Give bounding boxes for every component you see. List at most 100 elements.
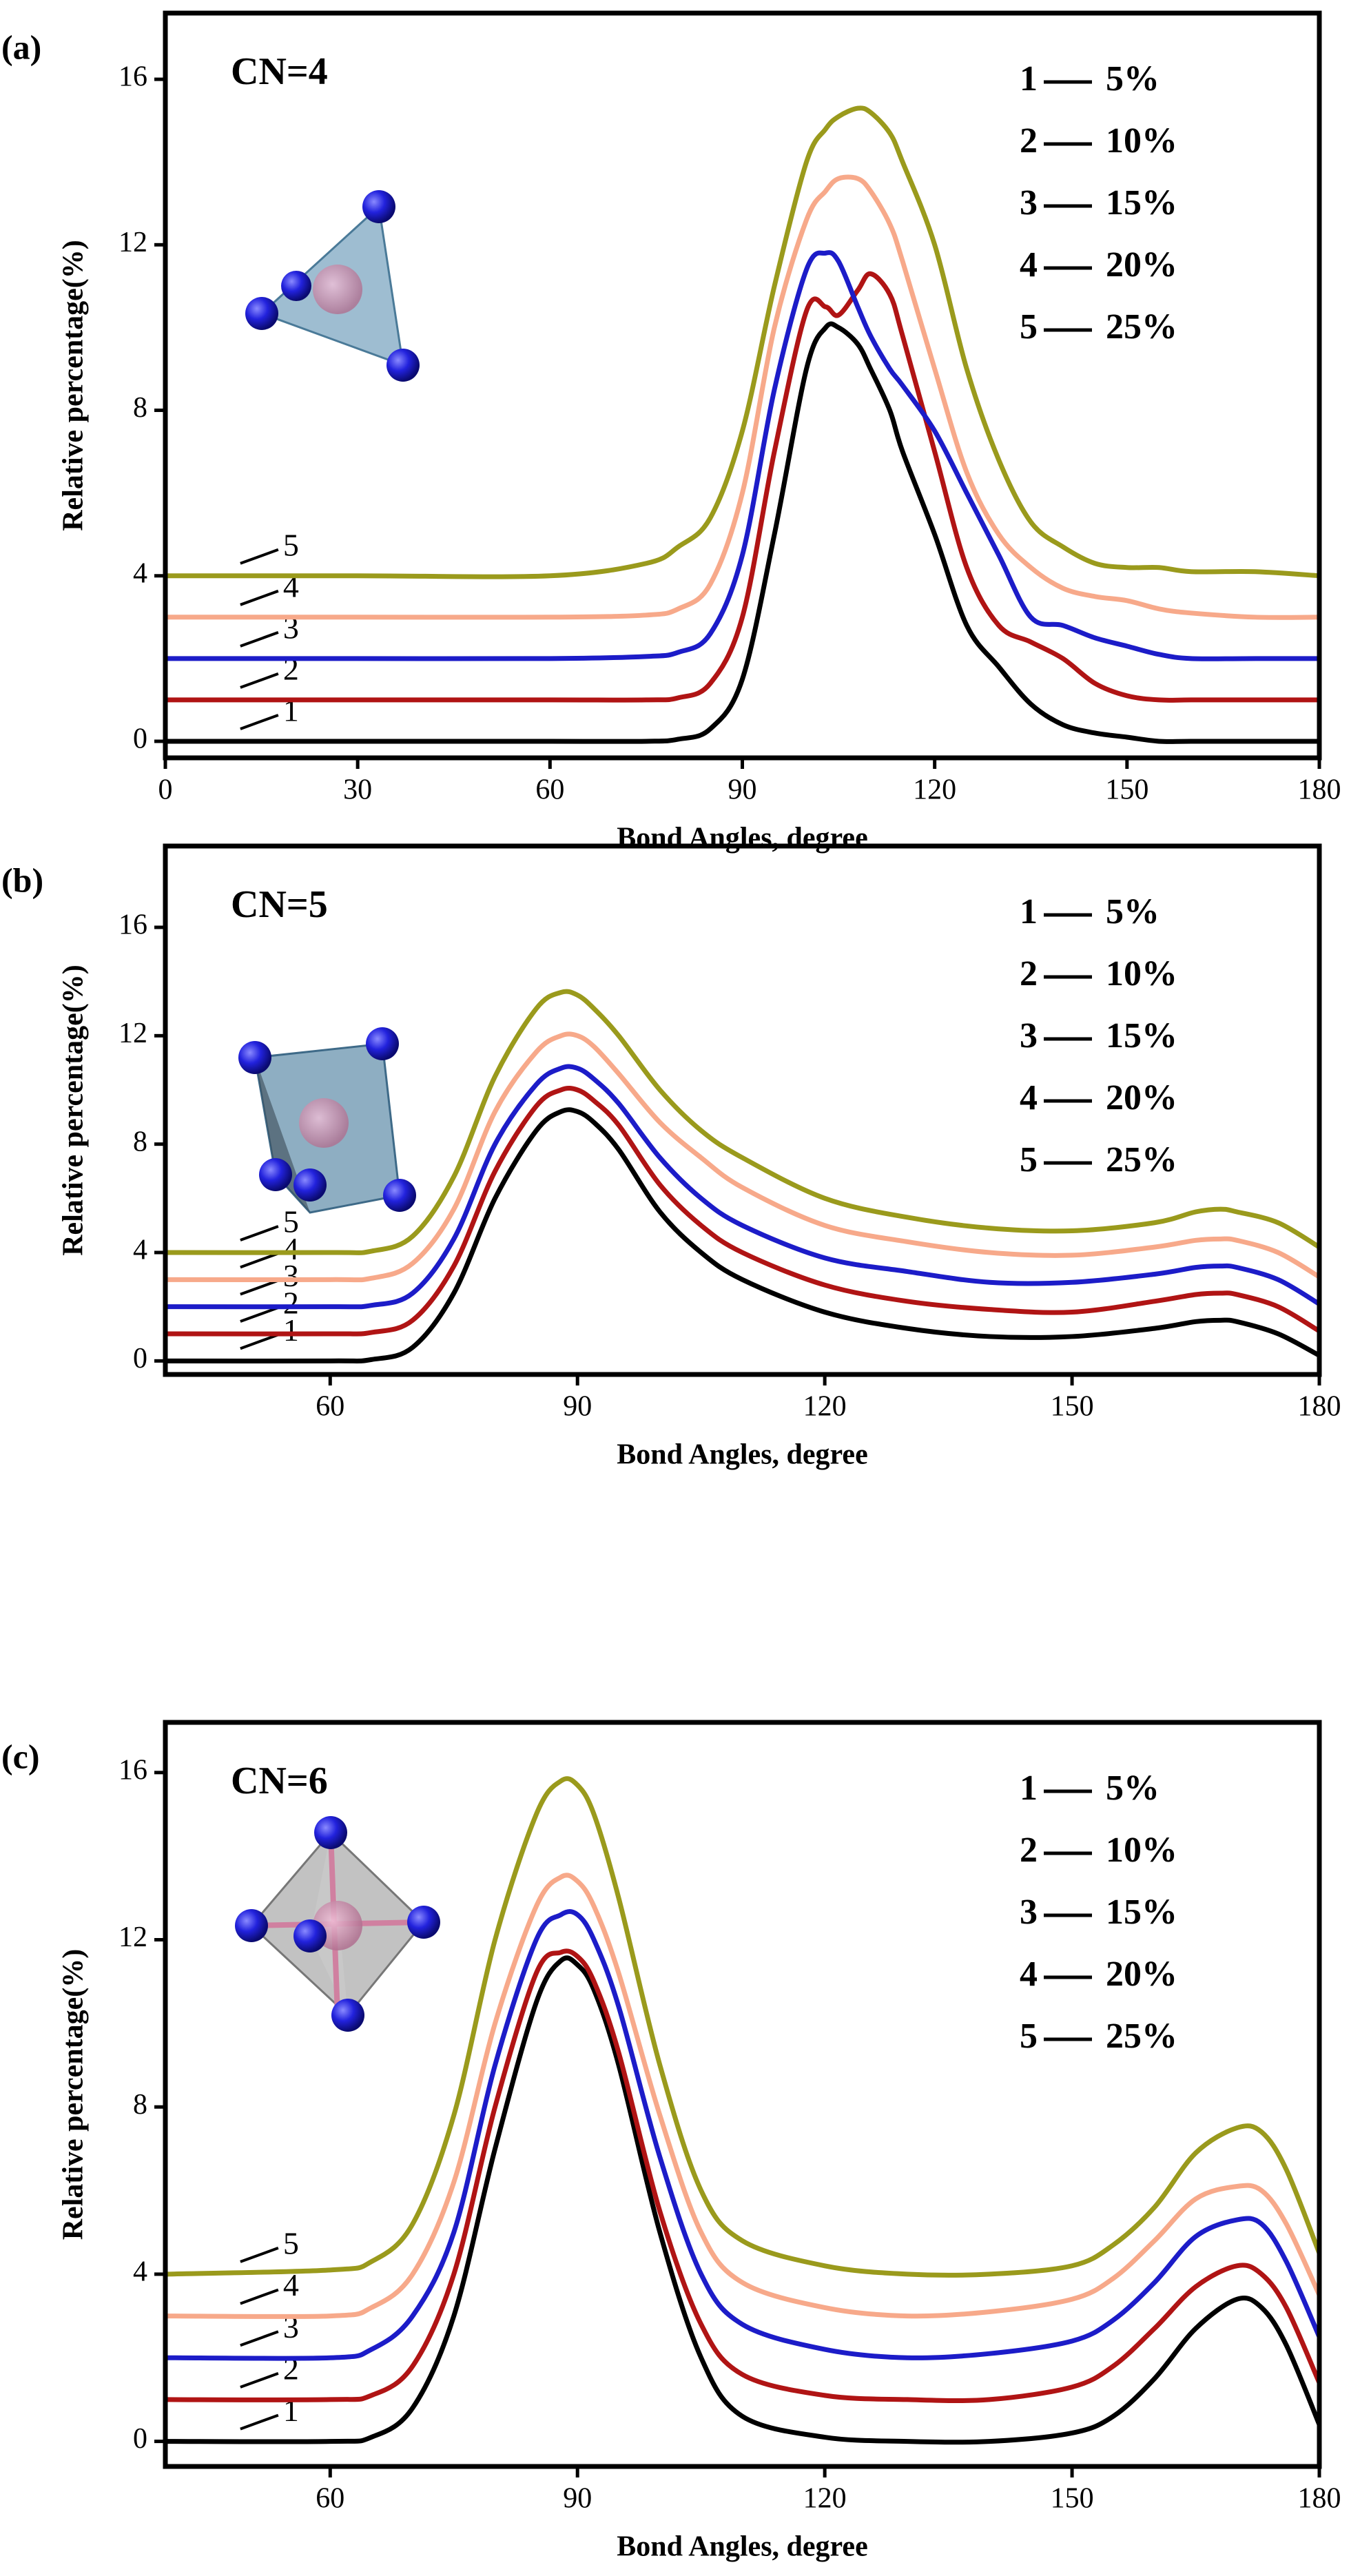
y-tick-label: 4 [133,557,147,589]
chart-title: CN=6 [231,1760,328,1802]
y-tick-label: 4 [133,2256,147,2288]
x-axis-label: Bond Angles, degree [617,1439,867,1471]
x-tick-label: 90 [728,774,757,806]
plot-frame [163,843,1322,1377]
series-line [165,989,1321,1255]
curve-label-tick [240,589,279,606]
x-tick-label: 180 [1298,774,1341,806]
y-tick-label: 8 [133,392,147,424]
curve-label: 5 [283,2225,299,2260]
series-line [165,271,1319,703]
legend-label: 10% [1106,954,1177,993]
series-line [165,1955,1322,2445]
y-tick-label: 0 [133,1343,147,1374]
curve-label: 2 [283,1286,299,1321]
curve-label-tick [240,2330,279,2347]
y-axis-label: Relative percentage(%) [58,1949,90,2240]
curve-label-tick [240,1279,279,1296]
series-line [165,1873,1322,2319]
legend-label: 5% [1106,59,1159,99]
curve-label-tick [240,630,279,648]
legend-index: 4 [1020,1078,1038,1117]
legend-index: 4 [1020,1955,1038,1994]
x-axis-label: Bond Angles, degree [617,2531,867,2563]
legend-label: 15% [1106,1893,1177,1932]
x-tick-label: 120 [913,774,956,806]
legend-label: 5% [1106,1769,1159,1808]
legend-label: 20% [1106,1955,1177,1994]
y-axis-label: Relative percentage(%) [58,240,90,531]
legend-index: 3 [1020,183,1038,223]
legend-index: 2 [1020,121,1038,161]
x-tick-label: 150 [1051,2483,1094,2515]
legend-index: 5 [1020,1140,1038,1179]
x-tick-label: 150 [1105,774,1148,806]
y-tick-label: 8 [133,2089,147,2121]
chart-title: CN=4 [231,50,328,93]
curve-label: 5 [283,1204,299,1239]
octahedron-icon [235,1816,440,2032]
legend-index: 3 [1020,1893,1038,1932]
legend-label: 10% [1106,1831,1177,1870]
plot-frame [163,10,1322,761]
legend-index: 1 [1020,892,1038,931]
legend-label: 20% [1106,245,1177,285]
series-line [165,1776,1322,2278]
curve-label-tick [240,548,279,565]
bipyramid-icon [238,1027,416,1214]
curve-label-tick [240,1252,279,1269]
legend-label: 10% [1106,121,1177,161]
legend-index: 5 [1020,2017,1038,2056]
legend-label: 25% [1106,1140,1177,1179]
legend-label: 25% [1106,307,1177,347]
curve-label-tick [240,1306,279,1323]
curve-label-tick [240,2413,279,2431]
y-tick-label: 0 [133,2423,147,2455]
curve-label: 1 [283,1312,299,1348]
legend-index: 1 [1020,59,1038,99]
chart-title: CN=5 [231,883,328,926]
legend-label: 15% [1106,183,1177,223]
panel-label: (c) [1,1737,40,1775]
y-axis-label: Relative percentage(%) [58,965,90,1256]
curve-label-tick [240,1225,279,1241]
plot-frame [163,1720,1322,2469]
series-line [165,1948,1322,2404]
tetrahedron-icon [245,190,420,382]
curve-label: 4 [283,2267,299,2302]
curve-label-tick [240,1333,279,1350]
curve-label: 5 [283,527,299,562]
series-line [165,1086,1321,1337]
legend-index: 4 [1020,245,1038,285]
series-line [165,1064,1321,1310]
x-tick-label: 180 [1298,1391,1341,1423]
curve-label: 4 [283,1231,299,1266]
x-tick-label: 90 [563,1391,592,1423]
y-tick-label: 4 [133,1235,147,1266]
series-line [165,250,1319,661]
legend-label: 25% [1106,2017,1177,2056]
legend-index: 5 [1020,307,1038,347]
y-tick-label: 12 [118,1921,147,1953]
y-tick-label: 0 [133,723,147,755]
legend-index: 2 [1020,1831,1038,1870]
curve-label: 3 [283,1258,299,1293]
series-line [165,1031,1321,1283]
curve-label-tick [240,2372,279,2389]
x-tick-label: 120 [803,2483,847,2515]
x-axis-label: Bond Angles, degree [617,823,867,854]
x-tick-label: 30 [343,774,372,806]
x-tick-label: 60 [316,1391,344,1423]
x-tick-label: 150 [1051,1391,1094,1423]
legend-label: 20% [1106,1078,1177,1117]
x-tick-label: 0 [158,774,173,806]
curve-label-tick [240,2288,279,2305]
y-tick-label: 16 [118,1754,147,1786]
panel-label: (a) [1,28,41,66]
legend-index: 3 [1020,1016,1038,1055]
legend-index: 2 [1020,954,1038,993]
series-line [165,1909,1322,2361]
series-line [165,1107,1321,1363]
x-tick-label: 120 [803,1391,847,1423]
